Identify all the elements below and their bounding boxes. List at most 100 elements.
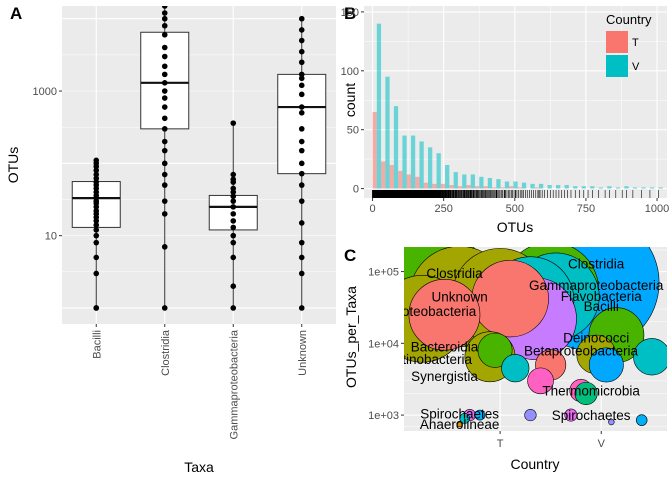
panel-a-point xyxy=(161,244,168,250)
panel-a-y-tick-label: 10 xyxy=(45,231,57,243)
panel-a-point xyxy=(161,63,168,70)
panel-b-bar-V xyxy=(521,182,527,189)
panel-a-point xyxy=(161,31,168,38)
panel-b-bar-V xyxy=(581,186,586,189)
panel-c-bubble-label: Spirochaetes xyxy=(552,408,631,423)
panel-a-point xyxy=(161,160,168,167)
panel-letter-a: A xyxy=(10,4,22,23)
panel-a-point xyxy=(298,82,305,89)
panel-a-point xyxy=(230,204,237,210)
panel-c-bubble xyxy=(588,347,624,383)
panel-b-y-tick-label: 0 xyxy=(353,184,359,196)
panel-a-point xyxy=(230,185,237,192)
panel-c-bubble-label: Anaerolineae xyxy=(420,417,500,432)
panel-c-bubble-label: Bacilli xyxy=(584,299,619,314)
panel-a-y-axis-label: OTUs xyxy=(5,147,21,184)
panel-c-bubble-label: Gammaproteobacteria xyxy=(529,278,664,293)
panel-a-point xyxy=(230,239,237,246)
panel-b-legend: Country TV xyxy=(606,12,652,77)
panel-a-point xyxy=(93,208,100,214)
panel-b-bar-V xyxy=(573,186,578,189)
panel-b-bar-V xyxy=(393,106,399,189)
panel-b-bar-V xyxy=(538,183,544,189)
panel-b-bar-V xyxy=(376,23,382,189)
panel-c-bubble xyxy=(474,409,486,421)
panel-b-bar-V xyxy=(462,174,467,189)
panel-a-point xyxy=(298,170,305,177)
panel-c-bubble xyxy=(633,338,667,376)
panel-b-bar-V xyxy=(470,174,475,189)
panel-a-point xyxy=(298,220,305,226)
panel-a-point xyxy=(230,198,237,204)
panel-a-point xyxy=(298,91,305,98)
panel-a-point xyxy=(298,138,305,145)
panel-a-point xyxy=(93,270,100,277)
panel-b-bar-V xyxy=(632,187,638,189)
panel-a-point xyxy=(93,222,100,228)
panel-b-bar-V xyxy=(649,187,655,189)
panel-b-bar-T xyxy=(440,183,446,189)
panel-c-bubble xyxy=(456,420,463,428)
panel-b-bar-V xyxy=(556,185,561,189)
panel-a-point xyxy=(298,110,305,116)
panel-c-bubble xyxy=(408,278,481,351)
panel-a-point xyxy=(161,171,168,178)
panel-c-bubble-label: Betaproteobacteria xyxy=(524,343,639,358)
panel-b-bar-V xyxy=(590,186,595,189)
panel-a-point xyxy=(161,6,168,9)
panel-c-x-tick-label: T xyxy=(497,438,504,450)
panel-a-point xyxy=(161,104,168,110)
panel-b-bar-T xyxy=(423,182,429,189)
panel-b-legend-key-T xyxy=(606,31,628,53)
panel-a-point xyxy=(93,227,100,233)
panel-b-bar-V xyxy=(453,172,458,189)
panel-c-bubble-label: Betaproteobacteria xyxy=(362,304,477,319)
panel-b-bar-T xyxy=(381,161,386,189)
panel-b-x-tick-label: 0 xyxy=(369,203,375,215)
panel-c-bubble-label: Bacteroidia xyxy=(411,340,479,355)
panel-a-point xyxy=(93,305,100,311)
panel-a-point xyxy=(298,147,305,154)
panel-b-bar-V xyxy=(496,179,501,189)
panel-a-point xyxy=(161,80,168,86)
panel-b-bar-V xyxy=(504,181,510,189)
panel-c-bubble xyxy=(477,332,513,368)
panel-a-point xyxy=(161,147,168,154)
panel-a-point xyxy=(230,283,237,289)
panel-b-y-tick-label: 50 xyxy=(347,125,359,137)
panel-b-legend-label-V: V xyxy=(632,61,640,73)
panel-a-point xyxy=(93,157,100,164)
panel-c-bubble-label: Flavobacteria xyxy=(561,289,643,304)
panel-a-point xyxy=(298,104,305,110)
panel-a-point xyxy=(298,37,305,44)
panel-b-bar-T xyxy=(449,185,454,189)
panel-c-bubble-label: Thermomicrobia xyxy=(542,384,640,399)
panel-a-box-body xyxy=(277,73,327,175)
panel-b-y-axis-label: count xyxy=(342,83,358,117)
panel-b-bar-T xyxy=(483,186,488,189)
panel-a-point xyxy=(298,160,305,167)
panel-b-legend-key-V xyxy=(606,55,628,77)
panel-a-point xyxy=(298,71,305,78)
panel-c-bubble xyxy=(501,354,530,383)
panel-c-bubble-label: Synergistia xyxy=(411,369,478,384)
panel-a-point xyxy=(161,53,168,60)
panel-c-bubble xyxy=(459,413,471,424)
panel-a-x-tick-label: Gammaproteobacteria xyxy=(228,329,240,439)
panel-b-bar-V xyxy=(487,177,493,189)
panel-a-point xyxy=(161,138,168,145)
panel-a-point xyxy=(162,0,168,3)
panel-b-bar-T xyxy=(534,187,539,189)
panel-a-point xyxy=(298,239,305,246)
panel-b-bar-T xyxy=(474,186,480,189)
panel-b-bar-T xyxy=(389,165,394,189)
panel-b-bar-V xyxy=(547,185,552,189)
panel-a-point xyxy=(298,126,305,132)
panel-b-bar-T xyxy=(406,174,411,189)
panel-b-chart: 0 50 100 150 0 250 500 750 1000 OTUs count Coun… xyxy=(341,6,669,235)
panel-b-bar-T xyxy=(509,186,514,189)
panel-b-bar-V xyxy=(598,187,603,189)
panel-c-bubble-label: Deinococci xyxy=(563,331,629,346)
panel-b-bar-V xyxy=(445,165,450,189)
